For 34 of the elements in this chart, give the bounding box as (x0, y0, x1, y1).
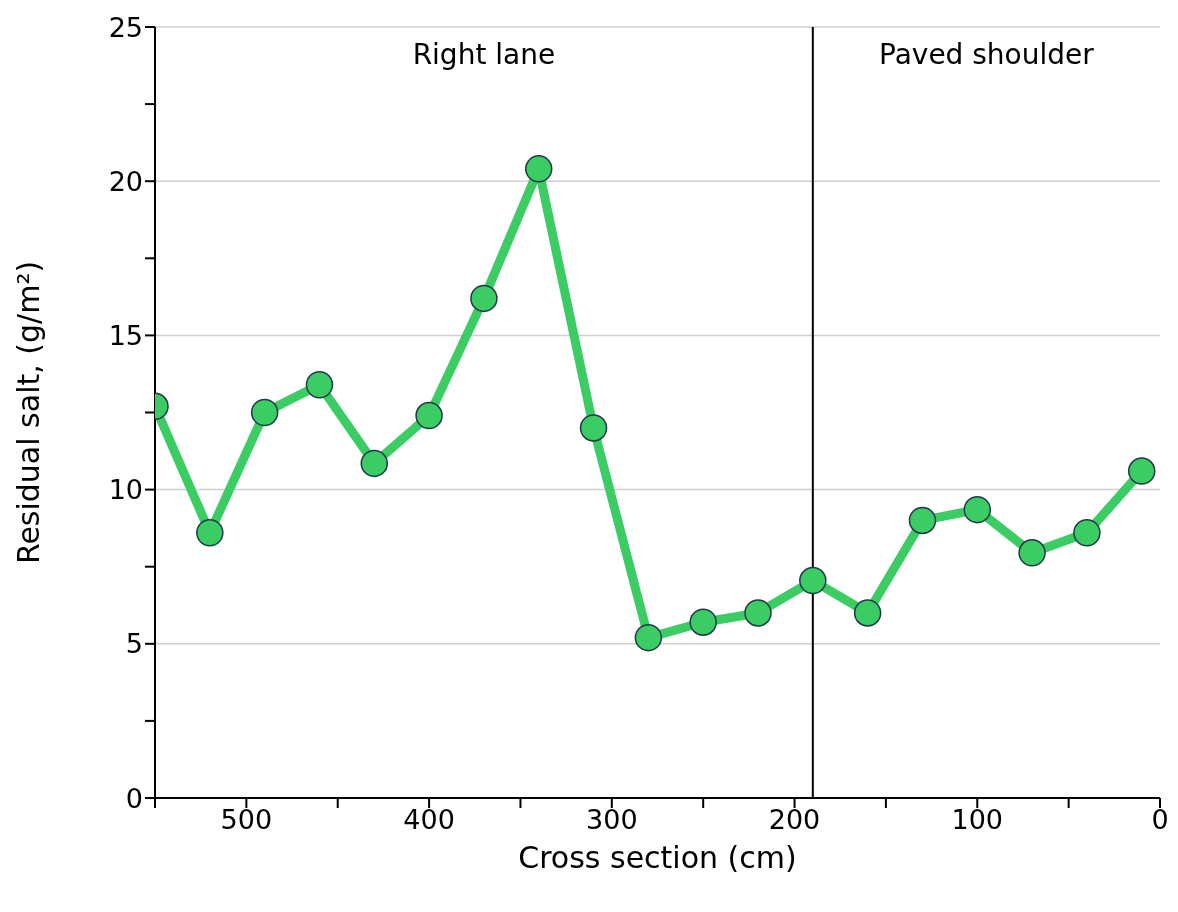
point (963, 495, 992, 524)
y-axis-title: Residual salt, (g/m²) (10, 260, 46, 565)
x-tick-label: 200 (768, 804, 821, 836)
point (853, 599, 882, 627)
point (1018, 539, 1046, 567)
x-axis-title: Cross section (cm) (518, 840, 797, 875)
point (689, 608, 717, 636)
y-tick-label: 0 (125, 782, 143, 814)
point (305, 370, 334, 399)
point (360, 449, 389, 478)
x-tick-label: 400 (403, 804, 455, 836)
y-tick-label: 5 (125, 628, 143, 660)
point (415, 401, 443, 430)
annotation: Right lane (412, 38, 556, 71)
point (524, 155, 553, 183)
y-tick-label: 25 (108, 11, 143, 43)
point (634, 623, 663, 652)
point (799, 566, 827, 595)
point (470, 284, 498, 313)
point (250, 398, 279, 427)
x-tick-label: 500 (220, 804, 273, 836)
point (908, 506, 937, 535)
y-tick-label: 15 (108, 319, 143, 351)
y-tick-label: 20 (108, 165, 143, 197)
x-tick-label: 100 (951, 804, 1004, 836)
point (1127, 457, 1156, 485)
point (196, 519, 224, 547)
point (1073, 519, 1101, 547)
x-tick-label: 300 (586, 804, 638, 836)
y-tick-label: 10 (108, 474, 143, 506)
point (579, 414, 608, 442)
point (744, 599, 772, 627)
x-tick-label: 0 (1151, 804, 1169, 836)
annotation: Paved shoulder (879, 38, 1094, 71)
